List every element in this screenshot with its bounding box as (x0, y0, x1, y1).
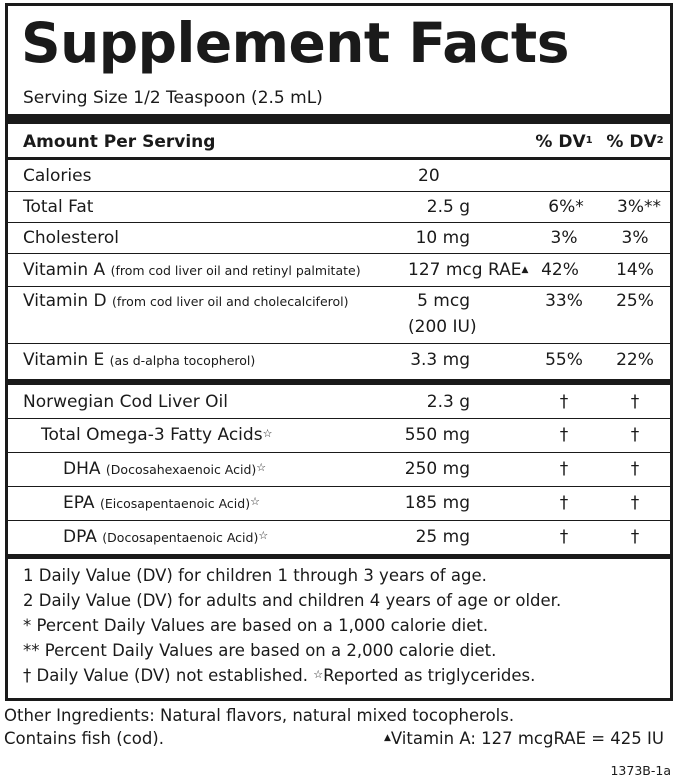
oil-amount: 2.3 g (426, 392, 470, 412)
nutrient-dv2: 3%** (617, 197, 661, 217)
oil-name: Total Omega-3 Fatty Acids☆ (41, 425, 273, 445)
footnote-5: † Daily Value (DV) not established. ☆Rep… (23, 666, 536, 685)
oil-dv1: † (559, 459, 569, 479)
oil-dv2: † (630, 493, 640, 513)
triangle-mark-icon: ▲ (383, 733, 391, 743)
oil-dv1: † (559, 527, 569, 547)
oil-dv1: † (559, 425, 569, 445)
allergen-statement: Contains fish (cod). (4, 729, 164, 748)
nutrient-name: Cholesterol (23, 228, 119, 248)
star-mark-icon: ☆ (313, 668, 324, 681)
nutrient-name: Vitamin E (as d-alpha tocopherol) (23, 350, 256, 370)
row-divider (8, 191, 670, 192)
row-divider (8, 222, 670, 223)
oil-amount: 550 mg (404, 425, 470, 445)
nutrient-row-vitamin-e: Vitamin E (as d-alpha tocopherol) 3.3 mg… (8, 345, 670, 375)
oil-dv1: † (559, 493, 569, 513)
nutrient-dv2: 14% (616, 260, 654, 280)
row-divider (8, 286, 670, 287)
thick-rule (8, 114, 670, 124)
other-ingredients: Other Ingredients: Natural flavors, natu… (4, 706, 515, 725)
footnote-1: 1 Daily Value (DV) for children 1 throug… (23, 566, 487, 585)
oil-dv2: † (630, 425, 640, 445)
nutrient-row-cholesterol: Cholesterol 10 mg 3% 3% (8, 224, 670, 252)
medium-rule (8, 157, 670, 160)
oil-row-cod-liver-oil: Norwegian Cod Liver Oil 2.3 g † † (8, 388, 670, 416)
oil-dv2: † (630, 527, 640, 547)
nutrient-source: (from cod liver oil and cholecalciferol) (112, 294, 349, 309)
star-mark-icon: ☆ (258, 529, 269, 542)
nutrient-source: (as d-alpha tocopherol) (109, 353, 256, 368)
nutrient-source: (from cod liver oil and retinyl palmitat… (110, 263, 361, 278)
nutrient-name: Total Fat (23, 197, 94, 217)
nutrient-row-total-fat: Total Fat 2.5 g 6%* 3%** (8, 193, 670, 221)
dv1-header: % DV1 (535, 132, 593, 152)
nutrient-row-calories: Calories 20 (8, 162, 670, 190)
oil-dv1: † (559, 392, 569, 412)
oil-name: DHA (Docosahexaenoic Acid)☆ (63, 459, 267, 479)
nutrient-name: Calories (23, 166, 92, 186)
oil-name: EPA (Eicosapentaenoic Acid)☆ (63, 493, 260, 513)
footnote-3: * Percent Daily Values are based on a 1,… (23, 616, 489, 635)
nutrient-dv1: 42% (541, 260, 579, 280)
oil-amount: 250 mg (404, 459, 470, 479)
nutrient-amount: 2.5 g (426, 197, 470, 217)
footnote-2: 2 Daily Value (DV) for adults and childr… (23, 591, 562, 610)
nutrient-amount: 3.3 mg (410, 350, 470, 370)
triglyceride-note: Reported as triglycerides. (323, 666, 536, 685)
oil-dv2: † (630, 392, 640, 412)
nutrient-row-vitamin-a: Vitamin A (from cod liver oil and retiny… (8, 255, 670, 285)
nutrient-dv1: 33% (545, 291, 583, 311)
thick-rule (8, 379, 670, 385)
nutrient-name: Vitamin D (from cod liver oil and cholec… (23, 291, 349, 311)
nutrient-amount: 20 (418, 166, 440, 186)
vitamin-a-conversion: ▲Vitamin A: 127 mcgRAE = 425 IU (383, 729, 664, 748)
oil-name: DPA (Docosapentaenoic Acid)☆ (63, 527, 269, 547)
oil-amount: 185 mg (404, 493, 470, 513)
row-divider (8, 486, 670, 487)
serving-size: Serving Size 1/2 Teaspoon (2.5 mL) (23, 88, 323, 108)
nutrient-dv1: 55% (545, 350, 583, 370)
product-code: 1373B-1a (610, 763, 671, 778)
oil-row-dpa: DPA (Docosapentaenoic Acid)☆ 25 mg † † (8, 522, 670, 552)
footnote-4: ** Percent Daily Values are based on a 2… (23, 641, 497, 660)
star-mark-icon: ☆ (262, 427, 273, 440)
star-mark-icon: ☆ (250, 495, 260, 508)
dv2-header: % DV2 (606, 132, 664, 152)
nutrient-amount: 127 mcg RAE▲ (408, 260, 529, 280)
oil-row-dha: DHA (Docosahexaenoic Acid)☆ 250 mg † † (8, 454, 670, 484)
nutrient-dv1: 3% (550, 228, 578, 248)
row-divider (8, 452, 670, 453)
nutrient-amount-alt: (200 IU) (408, 317, 477, 337)
oil-dv2: † (630, 459, 640, 479)
nutrient-row-vitamin-d: Vitamin D (from cod liver oil and cholec… (8, 288, 670, 340)
oil-source: (Eicosapentaenoic Acid) (99, 496, 251, 511)
nutrient-amount: 5 mcg (417, 291, 470, 311)
nutrient-dv1: 6%* (548, 197, 584, 217)
oil-row-epa: EPA (Eicosapentaenoic Acid)☆ 185 mg † † (8, 488, 670, 518)
nutrient-amount: 10 mg (415, 228, 470, 248)
oil-source: (Docosahexaenoic Acid) (105, 462, 257, 477)
row-divider (8, 418, 670, 419)
row-divider (8, 520, 670, 521)
header-row: Amount Per Serving % DV1 % DV2 (8, 128, 670, 156)
row-divider (8, 253, 670, 254)
triangle-mark-icon: ▲ (521, 265, 529, 275)
star-mark-icon: ☆ (256, 461, 267, 474)
nutrient-name: Vitamin A (from cod liver oil and retiny… (23, 260, 361, 280)
nutrient-dv2: 25% (616, 291, 654, 311)
panel-title: Supplement Facts (21, 11, 569, 75)
oil-name: Norwegian Cod Liver Oil (23, 392, 228, 412)
nutrient-dv2: 22% (616, 350, 654, 370)
oil-source: (Docosapentaenoic Acid) (102, 530, 259, 545)
thick-rule (8, 554, 670, 559)
oil-row-omega-3: Total Omega-3 Fatty Acids☆ 550 mg † † (8, 420, 670, 450)
amount-per-serving-label: Amount Per Serving (23, 132, 216, 152)
nutrient-dv2: 3% (621, 228, 649, 248)
oil-amount: 25 mg (415, 527, 470, 547)
row-divider (8, 343, 670, 344)
supplement-facts-panel: Supplement Facts Serving Size 1/2 Teaspo… (5, 3, 673, 701)
